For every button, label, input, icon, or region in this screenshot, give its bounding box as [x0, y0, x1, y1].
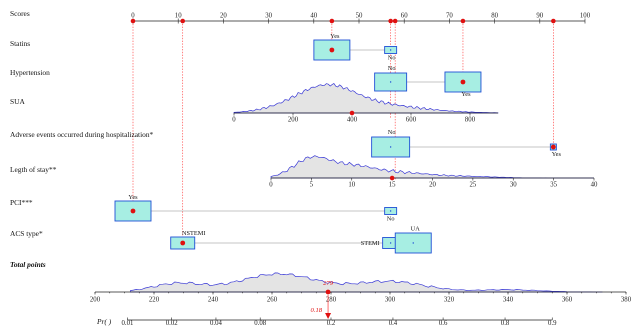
statins-level-dot: [389, 49, 392, 51]
scores-tick-label: 0: [131, 13, 135, 20]
stay-tick-label: 25: [469, 182, 476, 189]
total-selected-dot: [325, 289, 331, 295]
scores-tick-label: 80: [491, 13, 498, 20]
scores-marker: [180, 18, 186, 24]
acs-level-dot: [412, 242, 414, 244]
stay-tick-label: 40: [591, 182, 598, 189]
scores-tick-label: 50: [356, 13, 363, 20]
stay-tick-label: 5: [310, 182, 314, 189]
sua-tick-label: 200: [288, 117, 299, 124]
pci-selected-dot: [130, 208, 136, 214]
scores-tick-label: 70: [446, 13, 453, 20]
prob-tick-label: 0.02: [166, 320, 178, 327]
stay-density: [270, 155, 594, 179]
prob-tick-label: 0.08: [254, 320, 266, 327]
adverse-level-dot: [389, 146, 392, 148]
label-pci: PCI***: [10, 198, 33, 207]
scores-marker: [130, 18, 136, 24]
sua-selected-dot: [349, 110, 355, 116]
total-tick-label: 320: [444, 297, 455, 304]
stay-selected-dot: [389, 175, 395, 181]
label-hypertension: Hypertension: [10, 68, 50, 77]
label-sua: SUA: [10, 97, 25, 106]
label-statins: Statins: [10, 39, 30, 48]
label-acs-type: ACS type*: [10, 229, 43, 238]
pci-yes-label: Yes: [128, 194, 138, 201]
prob-tick-label: 0.9: [548, 320, 557, 327]
statins-no-label: No: [388, 55, 396, 62]
total-tick-label: 280: [326, 297, 337, 304]
statins-selected-dot: [329, 47, 335, 53]
sua-tick-label: 800: [465, 117, 476, 124]
stay-tick-label: 0: [269, 182, 273, 189]
stay-tick-label: 15: [389, 182, 396, 189]
adverse-yes-label: Yes: [552, 151, 562, 158]
label-length-of-stay: Legth of stay**: [10, 165, 57, 174]
sua-tick-label: 0: [232, 117, 236, 124]
scores-marker: [388, 18, 393, 24]
pci-level-dot: [389, 210, 392, 212]
prob-tick-label: 0.6: [439, 320, 448, 327]
statins-yes-label: Yes: [330, 33, 340, 40]
sua-tick-label: 400: [347, 117, 358, 124]
prob-tick-label: 0.8: [501, 320, 510, 327]
stay-tick-label: 10: [348, 182, 355, 189]
total-tick-label: 360: [562, 297, 573, 304]
probability-axis: 0.01 0.02 0.04 0.08 0.2 0.4 0.6 0.8 0.9: [121, 317, 557, 327]
adverse-selected-dot: [550, 144, 556, 150]
stay-tick-label: 35: [550, 182, 557, 189]
scores-tick-label: 90: [536, 13, 543, 20]
pci-no-label: No: [387, 216, 395, 223]
hypertension-level-dot: [389, 81, 392, 83]
label-probability: Pr( ): [96, 317, 112, 326]
scores-tick-label: 30: [265, 13, 272, 20]
total-tick-label: 260: [267, 297, 278, 304]
scores-tick-label: 40: [310, 13, 317, 20]
scores-marker: [329, 18, 335, 24]
stay-tick-label: 30: [510, 182, 517, 189]
acs-ua-label: UA: [411, 226, 421, 233]
scores-tick-label: 20: [220, 13, 227, 20]
prob-arrow-head: [325, 313, 332, 319]
prob-tick-label: 0.01: [121, 320, 133, 327]
sua-density: [233, 83, 499, 114]
total-tick-label: 240: [208, 297, 219, 304]
scores-marker: [392, 18, 398, 24]
acs-level-dot: [389, 242, 392, 244]
total-density: [130, 272, 603, 293]
probability-value: 0.18: [311, 307, 323, 314]
total-tick-label: 300: [385, 297, 396, 304]
acs-stemi-label: STEMI: [361, 240, 380, 247]
stay-tick-label: 20: [429, 182, 436, 189]
scores-marker: [551, 18, 556, 24]
total-tick-label: 380: [621, 297, 632, 304]
hypertension-no-label: No: [388, 65, 396, 72]
label-adverse-events: Adverse events occurred during hospitali…: [10, 130, 154, 139]
scores-tick-label: 10: [175, 13, 182, 20]
prob-tick-label: 0.04: [210, 320, 222, 327]
scores-tick-label: 60: [401, 13, 408, 20]
acs-selected-dot: [180, 240, 186, 246]
prob-tick-label: 0.2: [327, 320, 336, 327]
label-total-points: Total points: [10, 260, 46, 269]
sua-tick-label: 600: [406, 117, 417, 124]
total-tick-label: 340: [503, 297, 514, 304]
scores-tick-label: 100: [580, 13, 591, 20]
acs-nstemi-label: NSTEMI: [182, 230, 205, 237]
selected-markers: [130, 18, 556, 319]
total-tick-label: 220: [149, 297, 160, 304]
adverse-no-label: No: [388, 129, 396, 136]
hypertension-yes-label: Yes: [461, 91, 471, 98]
hypertension-selected-dot: [460, 79, 466, 85]
total-points-axis: 200 220 240 260 280 300 320 340 360 380: [90, 272, 632, 304]
total-points-value: 279: [323, 280, 334, 287]
variable-rows: Yes No No Yes 0 200 400 600 800 No Yes 0 5 10 15 20 25 30…: [114, 33, 598, 254]
label-scores: Scores: [10, 9, 30, 18]
total-tick-label: 200: [90, 297, 101, 304]
scores-axis: 0 10 20 30 40 50 60 70 80 90 100: [131, 13, 591, 24]
scores-marker: [460, 18, 466, 24]
prob-tick-label: 0.4: [389, 320, 398, 327]
